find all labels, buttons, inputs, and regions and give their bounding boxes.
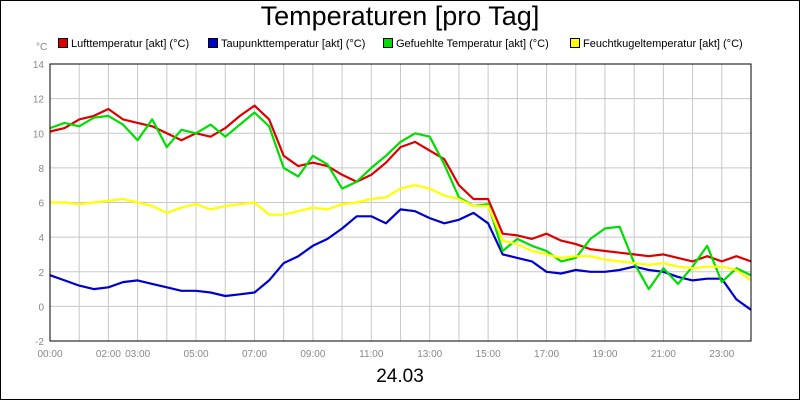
x-tick-label: 23:00 — [709, 349, 734, 360]
legend-item-gefuehlte-temperatur: Gefuehlte Temperatur [akt] (°C) — [383, 38, 549, 50]
y-axis: -2 0 2 4 6 8 10 12 14 — [33, 60, 45, 348]
grid-lines — [49, 63, 752, 342]
series-line-0 — [49, 104, 752, 263]
x-tick-label: 11:00 — [359, 349, 384, 360]
x-tick-label: 03:00 — [125, 349, 150, 360]
y-tick-label: 14 — [33, 60, 45, 71]
legend-label: Feuchtkugeltemperatur [akt] (°C) — [583, 38, 743, 50]
x-tick-label: 13:00 — [417, 349, 442, 360]
x-tick-label: 19:00 — [592, 349, 617, 360]
legend-swatch-blue — [208, 38, 218, 48]
x-tick-label: 02:00 — [96, 349, 121, 360]
y-tick-label: 8 — [38, 164, 44, 175]
legend-swatch-red — [58, 38, 68, 48]
legend-label: Taupunkttemperatur [akt] (°C) — [221, 38, 366, 50]
legend-swatch-yellow — [570, 38, 580, 48]
series-layer — [49, 104, 752, 311]
y-tick-label: 12 — [33, 95, 45, 106]
legend-label: Gefuehlte Temperatur [akt] (°C) — [396, 38, 549, 50]
y-unit-label: °C — [36, 42, 48, 53]
legend-item-lufttemperatur: Lufttemperatur [akt] (°C) — [58, 38, 189, 50]
x-tick-label: 21:00 — [651, 349, 676, 360]
x-tick-label: 00:00 — [37, 349, 62, 360]
y-tick-label: 2 — [38, 268, 44, 279]
legend-swatch-green — [383, 38, 393, 48]
plot-border — [49, 63, 752, 342]
x-tick-label: 09:00 — [300, 349, 325, 360]
legend-item-feuchtkugeltemperatur: Feuchtkugeltemperatur [akt] (°C) — [570, 38, 743, 50]
x-tick-label: 17:00 — [534, 349, 559, 360]
y-tick-label: 4 — [38, 233, 44, 244]
legend-label: Lufttemperatur [akt] (°C) — [71, 38, 190, 50]
series-line-1 — [49, 208, 752, 311]
x-tick-label: 15:00 — [476, 349, 501, 360]
y-tick-label: -2 — [35, 337, 44, 348]
y-tick-label: 10 — [33, 129, 45, 140]
legend-item-taupunkttemperatur: Taupunkttemperatur [akt] (°C) — [208, 38, 365, 50]
chart-title: Temperaturen [pro Tag] — [260, 1, 540, 31]
x-axis: 00:00 02:00 03:00 05:00 07:00 09:00 11:00 13:00… — [37, 349, 734, 360]
x-tick-label: 05:00 — [184, 349, 209, 360]
series-line-3 — [50, 184, 752, 282]
y-tick-label: 6 — [38, 199, 44, 210]
y-tick-label: 0 — [38, 302, 44, 313]
x-tick-label: 07:00 — [242, 349, 267, 360]
date-label: 24.03 — [376, 366, 424, 387]
